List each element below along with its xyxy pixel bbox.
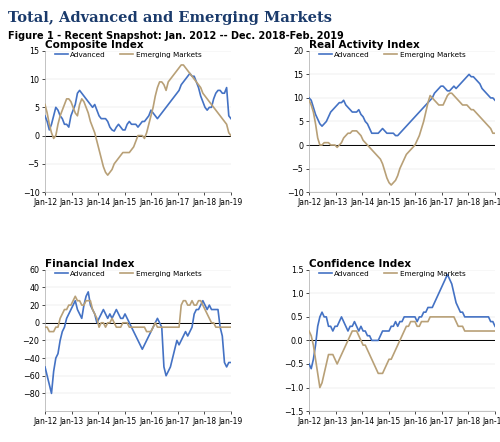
Emerging Markets <box>228 324 234 330</box>
Advanced <box>466 72 472 77</box>
Emerging Markets <box>104 172 110 178</box>
Emerging Markets <box>317 385 323 390</box>
Text: Total, Advanced and Emerging Markets: Total, Advanced and Emerging Markets <box>8 11 332 25</box>
Line: Emerging Markets: Emerging Markets <box>309 317 495 388</box>
Text: Real Activity Index: Real Activity Index <box>309 40 420 50</box>
Advanced <box>384 130 390 136</box>
Advanced <box>74 307 80 312</box>
Emerging Markets <box>350 328 356 334</box>
Advanced <box>85 289 91 294</box>
Advanced <box>100 307 106 312</box>
Legend: Advanced, Emerging Markets: Advanced, Emerging Markets <box>318 270 466 277</box>
Advanced <box>83 96 89 102</box>
Advanced <box>338 314 344 320</box>
Advanced <box>42 364 48 370</box>
Advanced <box>462 314 468 320</box>
Emerging Markets <box>462 328 468 334</box>
Emerging Markets <box>306 98 312 103</box>
Advanced <box>360 114 366 119</box>
Emerging Markets <box>72 110 78 116</box>
Advanced <box>492 98 498 103</box>
Emerging Markets <box>198 85 203 90</box>
Advanced <box>444 272 450 277</box>
Emerging Markets <box>492 328 498 334</box>
Legend: Advanced, Emerging Markets: Advanced, Emerging Markets <box>318 51 466 58</box>
Advanced <box>228 360 234 365</box>
Line: Advanced: Advanced <box>309 74 495 136</box>
Emerging Markets <box>360 137 366 143</box>
Text: Composite Index: Composite Index <box>45 40 144 50</box>
Emerging Markets <box>388 183 394 188</box>
Advanced <box>140 347 145 352</box>
Advanced <box>88 302 94 308</box>
Advanced <box>124 316 130 321</box>
Emerging Markets <box>401 156 407 162</box>
Emerging Markets <box>46 329 52 334</box>
Advanced <box>228 116 234 121</box>
Advanced <box>308 366 314 371</box>
Line: Emerging Markets: Emerging Markets <box>45 296 231 332</box>
Advanced <box>72 102 78 107</box>
Emerging Markets <box>386 357 392 362</box>
Legend: Advanced, Emerging Markets: Advanced, Emerging Markets <box>54 270 202 277</box>
Advanced <box>492 324 498 329</box>
Emerging Markets <box>72 293 78 299</box>
Text: Financial Index: Financial Index <box>45 259 134 269</box>
Line: Emerging Markets: Emerging Markets <box>309 93 495 185</box>
Emerging Markets <box>96 147 102 152</box>
Emerging Markets <box>401 328 407 334</box>
Advanced <box>401 314 407 320</box>
Emerging Markets <box>76 298 82 303</box>
Advanced <box>187 71 193 76</box>
Advanced <box>336 100 342 105</box>
Line: Emerging Markets: Emerging Markets <box>45 65 231 175</box>
Line: Advanced: Advanced <box>309 274 495 369</box>
Emerging Markets <box>42 324 48 330</box>
Emerging Markets <box>122 150 128 155</box>
Advanced <box>460 79 466 84</box>
Emerging Markets <box>198 298 203 303</box>
Emerging Markets <box>347 130 353 136</box>
Emerging Markets <box>140 324 145 330</box>
Advanced <box>306 361 312 366</box>
Emerging Markets <box>462 103 468 108</box>
Advanced <box>306 95 312 101</box>
Emerging Markets <box>336 142 342 148</box>
Advanced <box>111 129 117 134</box>
Emerging Markets <box>492 130 498 136</box>
Line: Advanced: Advanced <box>45 292 231 393</box>
Advanced <box>48 391 54 396</box>
Advanced <box>347 107 353 112</box>
Emerging Markets <box>83 105 89 110</box>
Emerging Markets <box>338 352 344 357</box>
Line: Advanced: Advanced <box>45 73 231 131</box>
Emerging Markets <box>124 320 130 325</box>
Advanced <box>392 133 398 138</box>
Emerging Markets <box>88 298 94 303</box>
Advanced <box>42 113 48 118</box>
Text: Figure 1 - Recent Snapshot: Jan. 2012 -- Dec. 2018-Feb. 2019: Figure 1 - Recent Snapshot: Jan. 2012 --… <box>8 31 343 41</box>
Emerging Markets <box>362 343 368 348</box>
Emerging Markets <box>100 320 106 325</box>
Emerging Markets <box>306 328 312 334</box>
Emerging Markets <box>42 102 48 107</box>
Text: Confidence Index: Confidence Index <box>309 259 411 269</box>
Advanced <box>137 122 143 127</box>
Advanced <box>198 93 203 99</box>
Advanced <box>350 324 356 329</box>
Advanced <box>362 328 368 334</box>
Emerging Markets <box>178 62 184 68</box>
Advanced <box>96 113 102 118</box>
Advanced <box>198 302 203 308</box>
Legend: Advanced, Emerging Markets: Advanced, Emerging Markets <box>54 51 202 58</box>
Advanced <box>386 328 392 334</box>
Advanced <box>122 127 128 133</box>
Emerging Markets <box>427 314 433 320</box>
Emerging Markets <box>228 133 234 138</box>
Advanced <box>401 126 407 131</box>
Emerging Markets <box>137 133 143 138</box>
Emerging Markets <box>384 175 390 181</box>
Emerging Markets <box>446 91 452 96</box>
